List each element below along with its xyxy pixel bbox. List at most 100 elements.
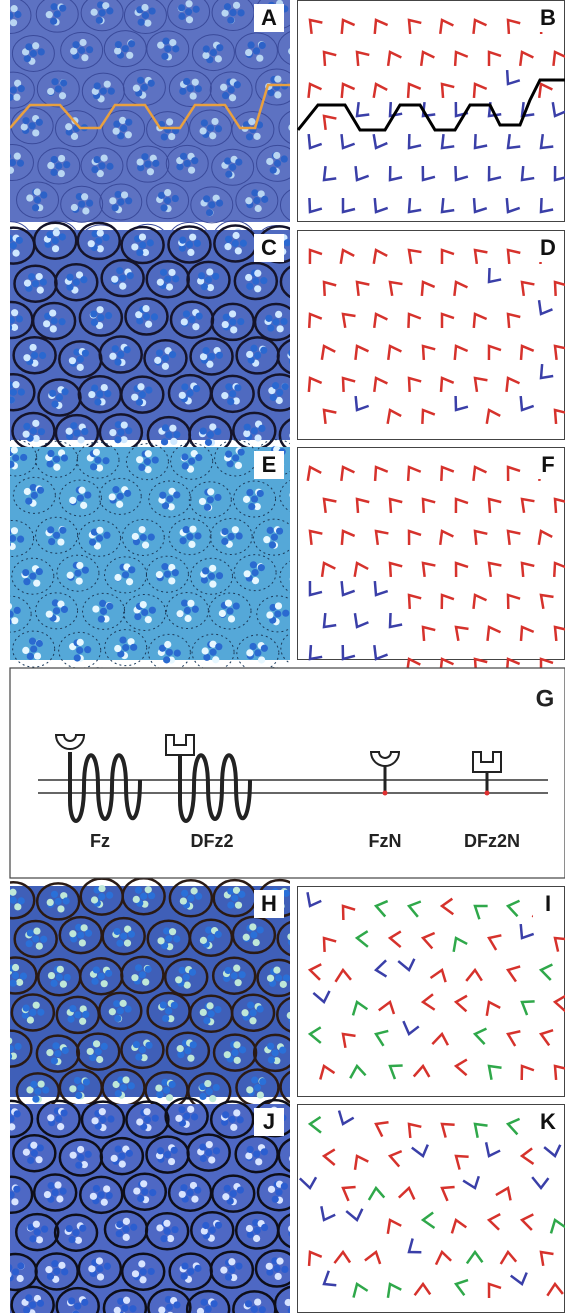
rhabdomere (284, 1298, 290, 1307)
rhabdomere (35, 942, 43, 950)
ommatidium (278, 110, 290, 144)
rhabdomere (116, 1220, 124, 1228)
rhabdomere (123, 346, 131, 354)
rhabdomere (209, 1095, 217, 1103)
chevron (519, 625, 535, 642)
rhabdomere (10, 534, 17, 543)
rhabdomere (55, 1115, 63, 1123)
rhabdomere (30, 491, 38, 499)
ommatidium (208, 592, 252, 630)
rhabdomere (126, 51, 134, 59)
diagram-g: G Fz DFz2 FzN DFz2N (9, 667, 565, 879)
rhabdomere (249, 561, 258, 569)
chevron (307, 82, 323, 99)
rhabdomere (32, 42, 40, 50)
rhabdomere (13, 93, 21, 101)
rhabdomere (209, 564, 217, 572)
rhabdomere (37, 1008, 45, 1016)
rhabdomere (267, 1185, 276, 1193)
chevron (349, 1063, 367, 1079)
chevron (520, 1000, 535, 1016)
rhabdomere (233, 81, 241, 89)
chevron (341, 644, 356, 661)
rhabdomere (220, 1266, 228, 1274)
rhabdomere (88, 538, 97, 546)
rhabdomere (0, 681, 7, 688)
chevron (509, 1272, 528, 1286)
rhabdomere (16, 978, 24, 986)
rhabdomere (260, 1223, 269, 1232)
chevron (506, 312, 521, 329)
rhabdomere (290, 1293, 297, 1300)
rhabdomere (268, 387, 276, 395)
rhabdomere (157, 191, 166, 199)
rhabdomere (117, 650, 125, 658)
rhabdomere (23, 487, 31, 496)
rhabdomere (22, 646, 30, 654)
chevron (397, 1185, 416, 1200)
chevron (472, 593, 488, 610)
chevron (450, 1217, 468, 1234)
rhabdomere (168, 928, 177, 936)
rhabdomere (23, 55, 31, 63)
rhabdomere (237, 448, 245, 456)
rhabdomere (20, 453, 28, 462)
rhabdomere (45, 1266, 53, 1274)
rhabdomere (211, 117, 219, 126)
chevron (518, 50, 534, 67)
rhabdomere (275, 396, 283, 405)
chevron (373, 197, 389, 214)
ommatidium (10, 1175, 34, 1215)
rhabdomere (90, 310, 98, 318)
rhabdomere (134, 886, 143, 894)
rhabdomere (191, 1195, 199, 1203)
rhabdomere (162, 1086, 171, 1094)
rhabdomere (185, 16, 194, 24)
chevron (337, 1110, 355, 1126)
chevron (420, 931, 436, 950)
chevron (388, 101, 403, 118)
rhabdomere (49, 325, 57, 333)
rhabdomere (29, 1301, 37, 1309)
chevron (440, 1122, 455, 1138)
chevron (322, 50, 337, 67)
rhabdomere (70, 132, 79, 140)
ommatidium (12, 336, 57, 375)
chevron (355, 101, 370, 118)
rhabdomere (188, 457, 196, 465)
rhabdomere (254, 285, 262, 293)
rhabdomere (10, 1264, 13, 1271)
rhabdomere (245, 48, 253, 57)
rhabdomere (29, 483, 37, 492)
rhabdomere (163, 570, 172, 578)
rhabdomere (266, 611, 274, 619)
chevron (419, 50, 435, 67)
rhabdomere (46, 231, 54, 239)
rhabdomere (158, 644, 167, 652)
chevron (543, 1144, 562, 1158)
chevron (472, 197, 488, 214)
ommatidium (75, 1032, 121, 1071)
rhabdomere (26, 929, 34, 937)
ommatidium (186, 1133, 231, 1172)
rhabdomere (77, 1084, 85, 1092)
rhabdomere (114, 190, 122, 199)
ommatidium (10, 956, 38, 995)
rhabdomere (229, 1190, 237, 1198)
rhabdomere (224, 157, 232, 165)
ommatidium (120, 1252, 166, 1292)
rhabdomere (26, 652, 34, 660)
rhabdomere (291, 643, 298, 650)
chevron (373, 899, 389, 918)
rhabdomere (138, 1260, 146, 1268)
rhabdomere (214, 1221, 223, 1229)
rhabdomere (138, 233, 147, 241)
rhabdomere (89, 1053, 97, 1062)
chevron (520, 561, 535, 578)
chevron (388, 165, 403, 182)
rhabdomere (186, 533, 194, 541)
rhabdomere (114, 644, 122, 653)
rhabdomere (141, 608, 149, 617)
chevron (553, 344, 565, 361)
rhabdomere (52, 455, 61, 463)
